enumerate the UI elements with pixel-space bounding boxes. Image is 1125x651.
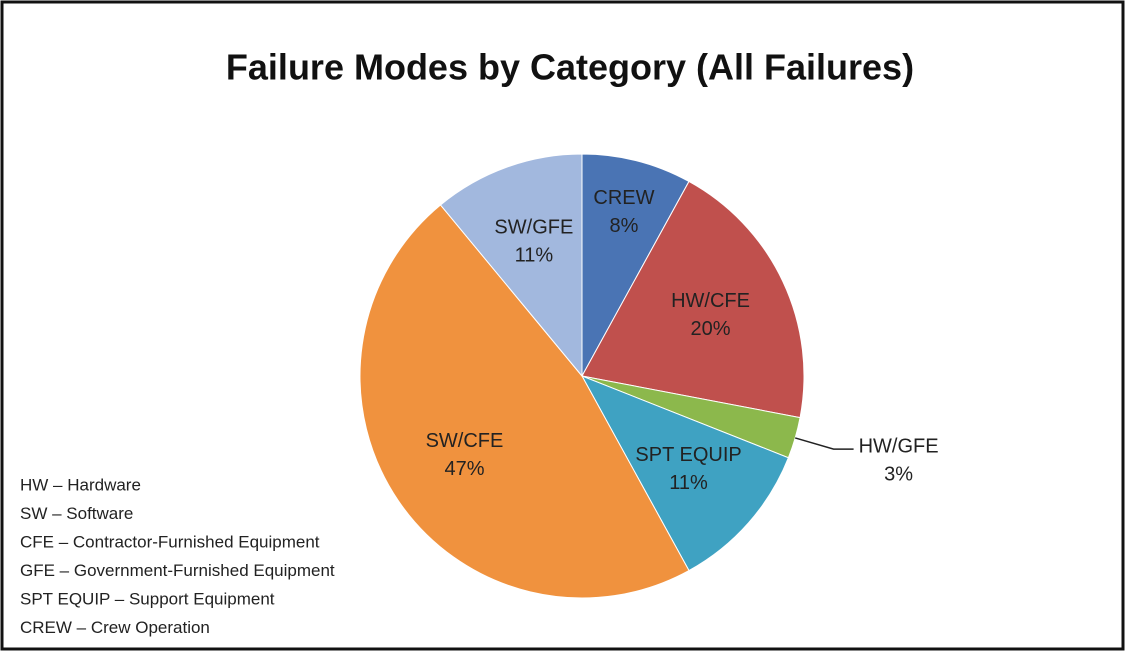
slice-label: HW/CFE [671, 290, 750, 312]
slice-label: CREW [593, 187, 654, 209]
note: HW – Hardware [20, 475, 141, 494]
slice-label: SW/GFE [494, 217, 573, 239]
pie-slice [359, 204, 690, 599]
chart-title: Failure Modes by Category (All Failures) [226, 47, 914, 88]
slice-value-label: 20% [691, 318, 731, 340]
slice-value-label: 11% [669, 472, 708, 494]
slice-value-label: 3% [884, 463, 913, 485]
pie-slice [439, 153, 583, 378]
slice-label: SPT EQUIP [635, 444, 741, 466]
pie-slice [581, 180, 805, 419]
slice-label: HW/GFE [859, 435, 939, 457]
note: CREW – Crew Operation [20, 618, 210, 637]
note: SW – Software [20, 504, 133, 523]
note: GFE – Government-Furnished Equipment [20, 561, 335, 580]
slice-label: SW/CFE [426, 430, 504, 452]
note: SPT EQUIP – Support Equipment [20, 589, 275, 608]
leader-line [794, 437, 854, 450]
slice-value-label: 8% [610, 215, 639, 237]
pie-slice [581, 153, 690, 377]
slice-value-label: 11% [515, 245, 554, 267]
note: CFE – Contractor-Furnished Equipment [20, 532, 320, 551]
slice-value-label: 47% [444, 458, 484, 480]
pie-slice [580, 375, 790, 572]
